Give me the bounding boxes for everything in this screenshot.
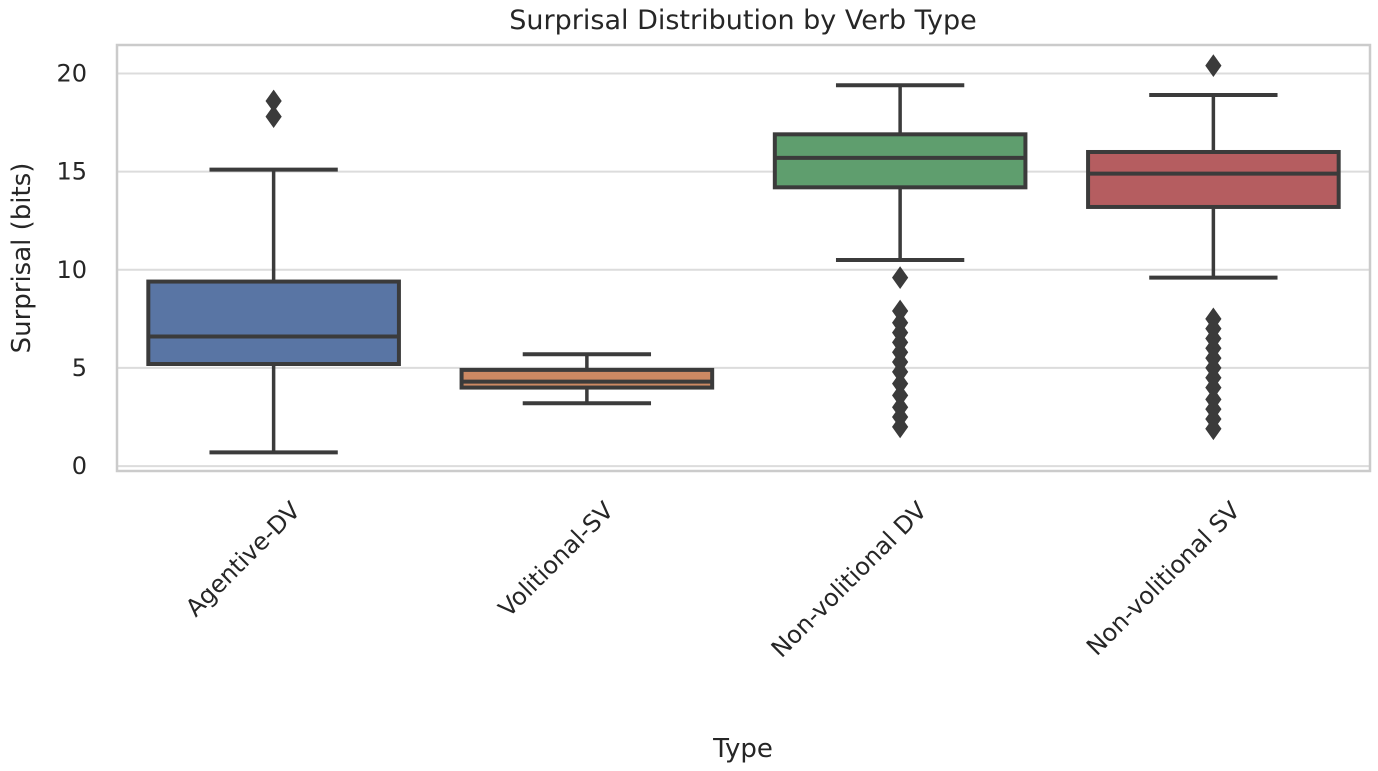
- iqr-box: [459, 367, 715, 390]
- y-tick-label-0: 0: [72, 452, 87, 480]
- x-tick-label-volitional-sv: Volitional-SV: [493, 496, 619, 622]
- plot-area: 0 5 10 15 20 Agentive-DV Volitional-SV Non-voli…: [56, 43, 1372, 663]
- x-tick-label-non-volitional-dv: Non-volitional DV: [766, 496, 933, 663]
- outlier-diamond: [265, 105, 282, 129]
- iqr-box: [146, 279, 401, 367]
- x-axis-label: Type: [712, 734, 773, 764]
- plot-border: [115, 43, 1372, 473]
- y-axis-label: Surprisal (bits): [7, 163, 37, 354]
- iqr-box: [1086, 149, 1341, 209]
- outlier-diamond: [892, 266, 909, 289]
- outlier-diamond: [265, 89, 282, 113]
- y-tick-label-5: 5: [72, 354, 87, 382]
- y-tick-label-20: 20: [56, 59, 87, 87]
- outlier-diamond: [1205, 417, 1222, 441]
- outlier-diamond: [1205, 54, 1222, 77]
- iqr-box: [772, 132, 1028, 190]
- y-tick-label-15: 15: [56, 158, 87, 186]
- plot-background: [117, 45, 1370, 471]
- chart-title: Surprisal Distribution by Verb Type: [509, 5, 976, 36]
- y-tick-label-10: 10: [56, 256, 87, 284]
- x-tick-label-agentive-dv: Agentive-DV: [180, 496, 306, 622]
- x-tick-label-non-volitional-sv: Non-volitional SV: [1081, 496, 1246, 661]
- outlier-diamond: [892, 415, 909, 439]
